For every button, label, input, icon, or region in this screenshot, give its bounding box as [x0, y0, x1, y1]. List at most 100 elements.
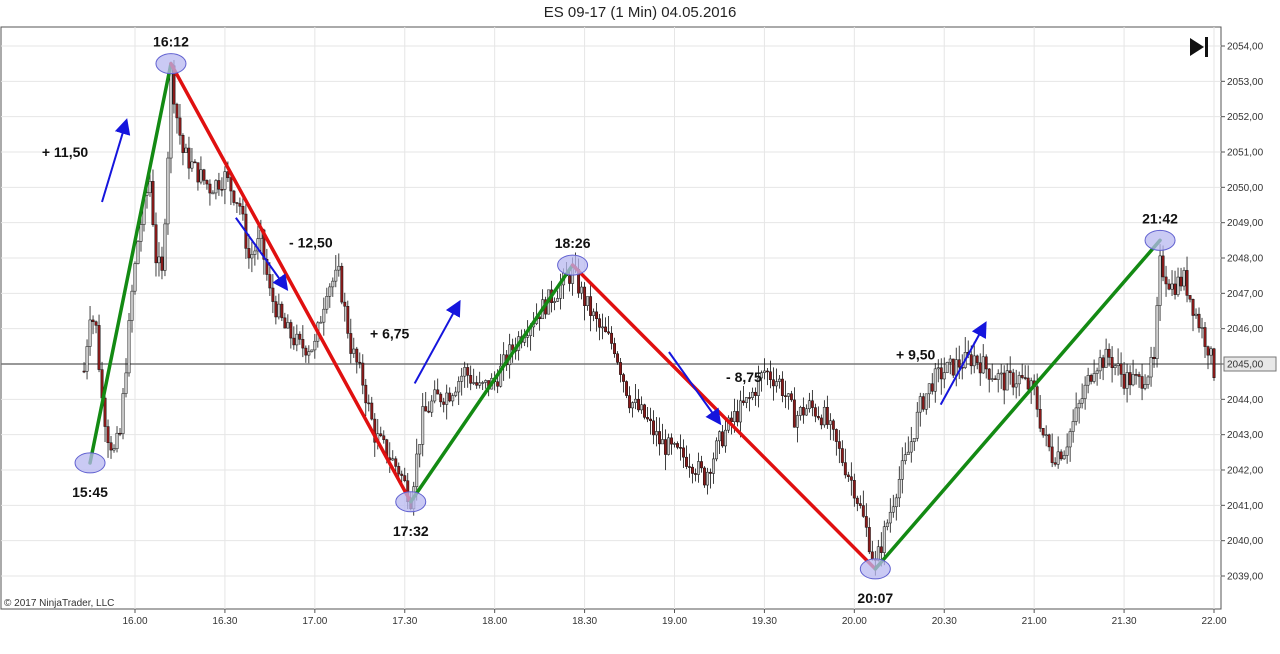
- candle-body: [625, 381, 628, 396]
- swing-time-label: 17:32: [393, 523, 429, 539]
- candle-body: [103, 397, 107, 427]
- candle-body: [1134, 374, 1138, 376]
- y-tick-label: 2048,00: [1227, 254, 1264, 265]
- candle-body: [136, 241, 140, 264]
- scroll-to-end-icon[interactable]: [1190, 37, 1208, 57]
- candle-body: [891, 506, 895, 513]
- candle-body: [634, 398, 637, 403]
- candle-body: [430, 400, 434, 413]
- candle-body: [1161, 255, 1165, 278]
- candle-body: [1143, 384, 1147, 389]
- candle-body: [1122, 374, 1126, 389]
- candle-body: [448, 392, 452, 402]
- swing-point-marker: [74, 452, 106, 474]
- up-arrow-icon: [101, 118, 131, 203]
- candle-body: [1038, 408, 1042, 429]
- candle-body: [322, 308, 326, 323]
- candle-body: [789, 393, 793, 401]
- candle-body: [1152, 356, 1156, 359]
- candle-body: [1200, 327, 1204, 329]
- candle-body: [97, 325, 101, 370]
- candle-body: [876, 546, 880, 561]
- x-tick-label: 16.00: [122, 616, 147, 627]
- candle-body: [673, 443, 676, 445]
- candle-body: [181, 135, 185, 153]
- candle-body: [460, 375, 464, 382]
- candle-body: [1182, 270, 1186, 287]
- candle-body: [361, 362, 365, 386]
- candle-body: [337, 265, 341, 271]
- candle-body: [1188, 295, 1192, 300]
- candle-body: [253, 250, 257, 255]
- candle-body: [472, 382, 476, 384]
- candle-body: [837, 441, 841, 449]
- candle-body: [283, 317, 287, 329]
- down-swing-line: [169, 61, 413, 504]
- candle-body: [187, 147, 191, 169]
- candle-body: [1011, 372, 1015, 388]
- candle-body: [670, 437, 673, 445]
- candle-body: [780, 378, 784, 396]
- candle-body: [229, 177, 233, 192]
- y-tick-label: 2051,00: [1227, 148, 1264, 159]
- candle-body: [367, 402, 371, 405]
- candle-body: [822, 406, 826, 426]
- candle-body: [712, 458, 715, 474]
- plot-area: [0, 26, 1222, 610]
- candle-body: [478, 382, 482, 386]
- candle-body: [1212, 348, 1216, 378]
- candle-body: [771, 379, 775, 387]
- candle-body: [834, 429, 838, 442]
- candle-body: [1059, 451, 1063, 460]
- candle-body: [628, 395, 631, 409]
- candle-body: [807, 400, 811, 410]
- candle-body: [703, 467, 706, 486]
- swing-point-marker: [557, 254, 589, 276]
- candle-body: [1203, 327, 1207, 347]
- candle-body: [1074, 407, 1078, 422]
- candle-body: [819, 417, 823, 426]
- swing-time-label: 21:42: [1142, 210, 1178, 226]
- swing-time-label: 20:07: [857, 590, 893, 606]
- candle-body: [184, 147, 188, 153]
- candle-body: [640, 404, 643, 411]
- up-swing-line: [408, 263, 575, 504]
- candle-body: [798, 407, 802, 416]
- swing-point-marker: [859, 558, 891, 580]
- candle-body: [466, 367, 470, 376]
- candle-body: [343, 301, 347, 307]
- candle-body: [400, 473, 404, 476]
- candle-body: [972, 355, 976, 367]
- candle-body: [915, 411, 919, 439]
- candle-body: [319, 321, 323, 324]
- candle-body: [1140, 376, 1144, 389]
- candle-body: [421, 406, 425, 445]
- y-tick-label: 2049,00: [1227, 218, 1264, 229]
- candle-body: [439, 393, 443, 403]
- candle-body: [559, 284, 563, 299]
- y-tick-label: 2040,00: [1227, 536, 1264, 547]
- x-tick-label: 20.30: [932, 616, 957, 627]
- y-tick-label: 2044,00: [1227, 395, 1264, 406]
- candle-body: [109, 442, 113, 451]
- last-price-label: 2045,00: [1227, 360, 1264, 371]
- candle-body: [622, 374, 625, 382]
- candle-body: [993, 378, 997, 380]
- x-tick-label: 21.30: [1112, 616, 1137, 627]
- candle-body: [1053, 462, 1057, 465]
- candle-body: [382, 435, 386, 440]
- move-size-label: - 8,75: [726, 369, 762, 385]
- candle-body: [676, 443, 679, 448]
- candle-body: [864, 516, 868, 528]
- candle-body: [238, 203, 242, 207]
- candle-body: [1089, 375, 1093, 382]
- x-tick-label: 20.00: [842, 616, 867, 627]
- candle-body: [912, 438, 916, 442]
- candle-body: [1209, 348, 1213, 356]
- candle-body: [1128, 372, 1132, 386]
- x-tick-label: 16.30: [212, 616, 237, 627]
- candle-body: [217, 180, 221, 190]
- candle-body: [469, 375, 473, 384]
- candle-body: [178, 117, 182, 136]
- candle-body: [601, 326, 605, 329]
